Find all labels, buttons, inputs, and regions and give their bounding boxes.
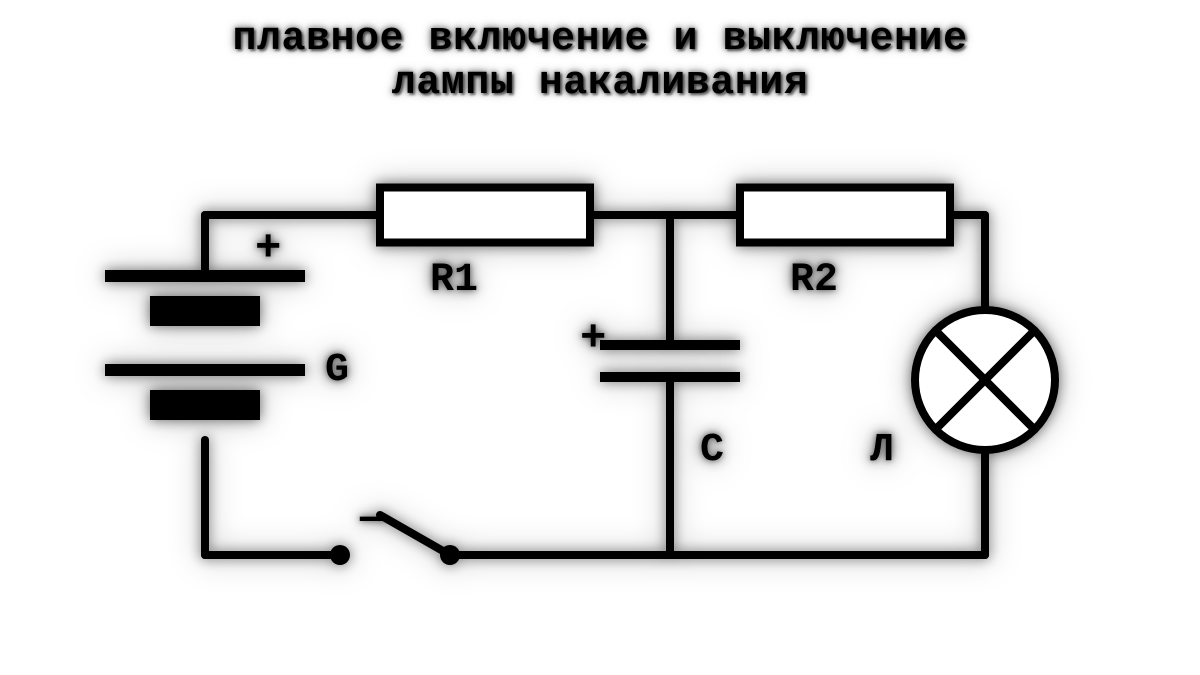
label-c: C (700, 428, 724, 473)
symbol-plus-capacitor: + (580, 314, 606, 364)
label-r1: R1 (430, 258, 478, 303)
symbol-plus-battery: + (255, 224, 281, 274)
resistor-r1 (380, 188, 590, 243)
symbol-minus: — (359, 494, 387, 544)
resistor-r2 (740, 188, 950, 243)
label-g: G (325, 348, 349, 393)
label-lamp: Л (870, 428, 894, 473)
circuit-diagram: G R1 R2 C Л + + — (0, 0, 1200, 675)
switch-terminal-left (330, 545, 350, 565)
label-r2: R2 (790, 258, 838, 303)
